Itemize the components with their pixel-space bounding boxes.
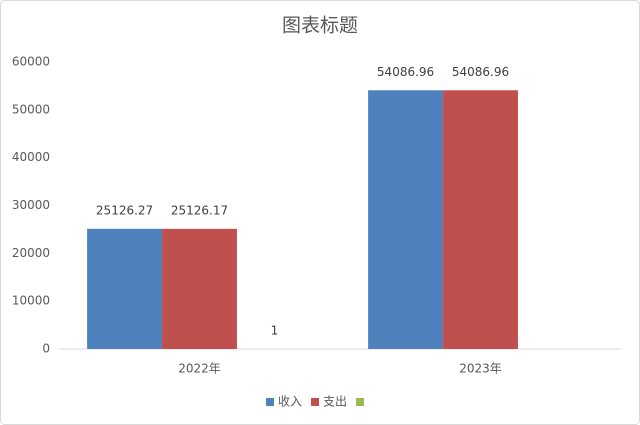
value-label: 1 [271,323,279,337]
bar [443,90,518,349]
value-label: 25126.17 [171,203,228,217]
value-label: 54086.96 [452,65,509,79]
chart-title: 图表标题 [282,15,358,37]
bar [368,90,444,349]
legend-swatch [311,398,320,406]
legend-swatch [266,398,274,406]
y-tick-label: 40000 [12,150,50,164]
x-tick-label: 2022年 [178,362,221,376]
y-tick-label: 10000 [12,294,50,308]
bar [87,228,163,349]
bar [162,228,237,349]
value-label: 25126.27 [96,203,153,217]
y-tick-label: 50000 [12,102,50,116]
y-tick-label: 60000 [12,55,50,69]
legend-label: 支出 [323,395,347,409]
legend-swatch [356,398,365,406]
y-tick-label: 20000 [12,246,50,260]
y-tick-label: 0 [42,342,50,356]
value-label: 54086.96 [377,65,434,79]
x-tick-label: 2023年 [459,362,502,376]
y-tick-label: 30000 [12,198,50,212]
legend-label: 收入 [278,395,302,409]
